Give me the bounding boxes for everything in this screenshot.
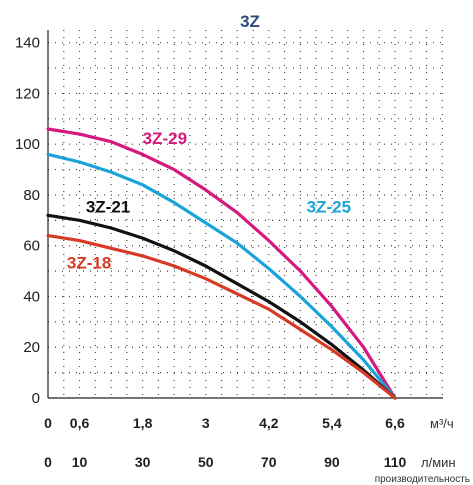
x-tick-label-secondary: 30 bbox=[135, 454, 151, 470]
x-tick-label-secondary: 70 bbox=[261, 454, 277, 470]
x-tick-labels-secondary: 0 10 30 50 70 90 110 bbox=[44, 454, 406, 470]
y-tick-labels: 0 20 40 60 80 100 120 140 bbox=[15, 35, 40, 407]
series-line-3z-29 bbox=[46, 127, 397, 400]
y-tick-label: 60 bbox=[23, 238, 40, 255]
x-tick-label-secondary: 10 bbox=[72, 454, 88, 470]
x-tick-label-secondary: 110 bbox=[384, 454, 407, 470]
y-tick-label: 20 bbox=[23, 339, 40, 356]
y-tick-label: 80 bbox=[23, 187, 40, 204]
y-tick-label: 40 bbox=[23, 288, 40, 305]
series-label-3z-25: 3Z-25 bbox=[307, 198, 351, 217]
series-line-3z-21 bbox=[46, 213, 397, 400]
series-label-3z-18: 3Z-18 bbox=[67, 254, 111, 273]
y-tick-label: 100 bbox=[15, 136, 40, 153]
x-unit-primary: м³/ч bbox=[430, 416, 454, 431]
grid bbox=[48, 30, 443, 398]
x-tick-label-secondary: 50 bbox=[198, 454, 214, 470]
x-tick-label-primary: 1,8 bbox=[133, 415, 153, 431]
x-tick-label-primary: 3 bbox=[202, 415, 210, 431]
series-label-3z-21: 3Z-21 bbox=[86, 198, 130, 217]
series-label-3z-29: 3Z-29 bbox=[143, 129, 187, 148]
x-tick-label-secondary: 0 bbox=[44, 454, 52, 470]
x-tick-label-primary: 6,6 bbox=[385, 415, 405, 431]
x-tick-label-primary: 4,2 bbox=[259, 415, 279, 431]
y-tick-label: 120 bbox=[15, 85, 40, 102]
y-tick-label: 140 bbox=[15, 35, 40, 52]
series-line-3z-25 bbox=[46, 152, 397, 400]
x-tick-labels-primary: 0 0,6 1,8 3 4,2 5,4 6,6 bbox=[44, 415, 405, 431]
series-line-3z-18 bbox=[46, 234, 397, 400]
x-tick-label-primary: 0,6 bbox=[70, 415, 90, 431]
series-labels: 3Z-29 3Z-25 3Z-21 3Z-18 bbox=[67, 129, 351, 272]
x-tick-label-primary: 5,4 bbox=[322, 415, 342, 431]
x-unit-secondary: л/мин bbox=[421, 455, 456, 470]
x-tick-label-secondary: 90 bbox=[324, 454, 340, 470]
x-axis-label: производительность bbox=[375, 474, 470, 485]
x-tick-label-primary: 0 bbox=[44, 415, 52, 431]
chart-title: 3Z bbox=[240, 12, 260, 31]
series-lines bbox=[46, 127, 397, 400]
y-tick-label: 0 bbox=[32, 390, 40, 407]
